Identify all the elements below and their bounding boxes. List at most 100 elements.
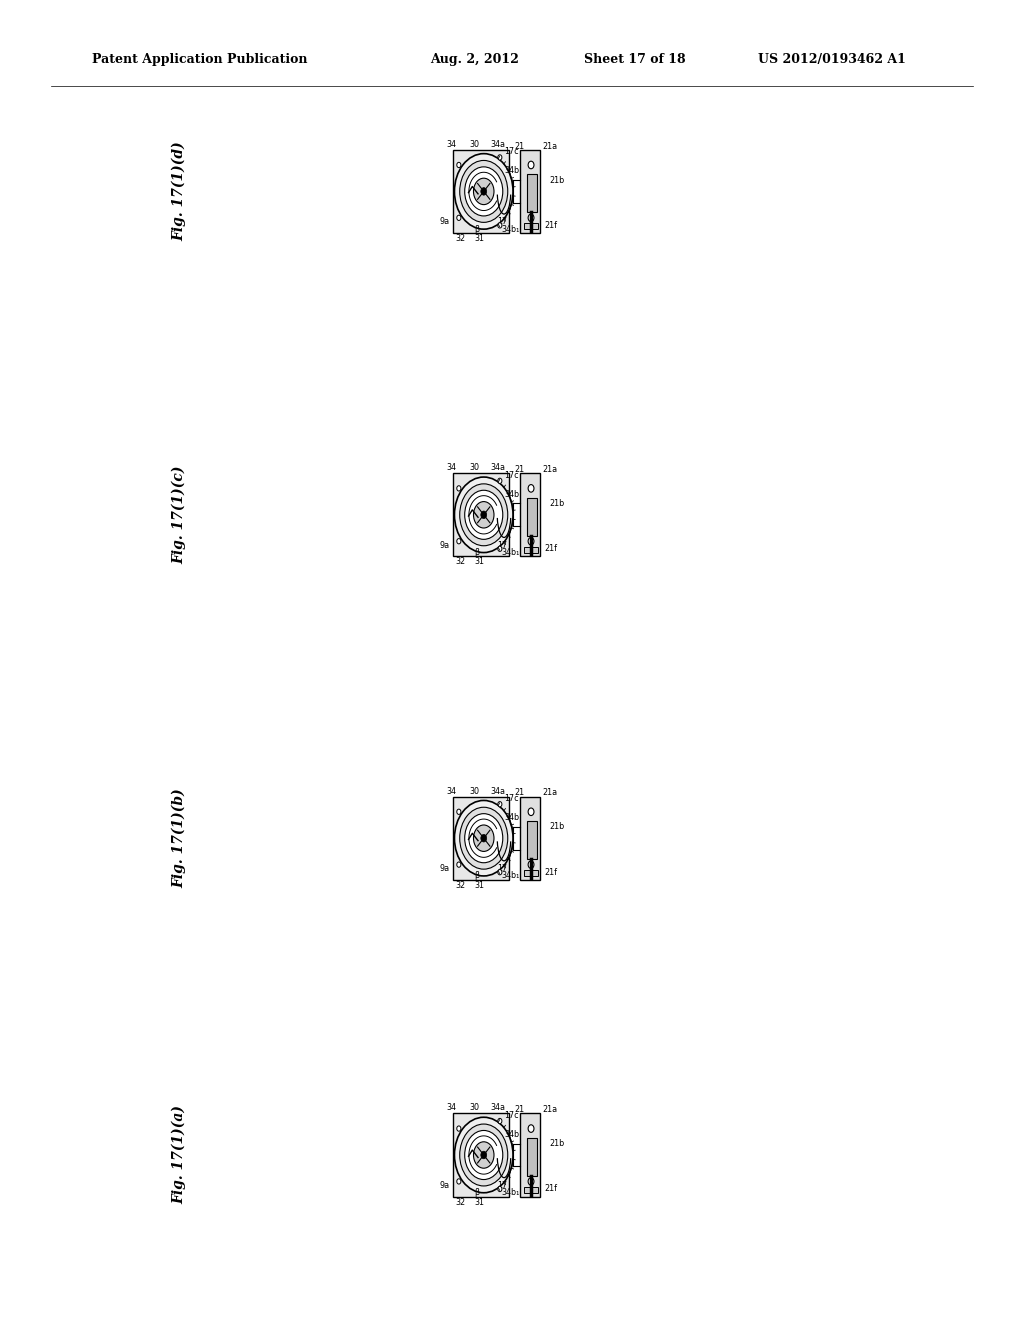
Text: 30: 30 (470, 1104, 479, 1113)
Text: 30: 30 (470, 140, 479, 149)
Circle shape (498, 1118, 502, 1123)
Text: 17: 17 (498, 216, 507, 226)
Polygon shape (526, 498, 537, 536)
Circle shape (528, 537, 534, 545)
Text: Fig. 17(1)(a): Fig. 17(1)(a) (172, 1106, 186, 1204)
Circle shape (457, 215, 461, 220)
Text: 34: 34 (446, 463, 457, 473)
Polygon shape (526, 821, 537, 859)
Text: 30: 30 (470, 787, 479, 796)
Text: 34b₁: 34b₁ (502, 1188, 520, 1197)
Text: 34b: 34b (505, 166, 520, 176)
Circle shape (457, 809, 461, 814)
Circle shape (465, 1130, 503, 1180)
Circle shape (481, 834, 486, 842)
Text: 34: 34 (446, 787, 457, 796)
Text: 17c: 17c (504, 148, 518, 156)
Text: 31: 31 (474, 234, 484, 243)
Text: 21a: 21a (543, 465, 557, 474)
Text: 34b₁: 34b₁ (502, 871, 520, 880)
Text: 34b: 34b (505, 1130, 520, 1139)
Text: 34: 34 (446, 140, 457, 149)
Polygon shape (520, 474, 540, 556)
Circle shape (498, 546, 502, 552)
Text: 21: 21 (515, 465, 525, 474)
Text: 9a: 9a (440, 540, 450, 549)
Text: β: β (474, 548, 479, 557)
Circle shape (528, 1125, 534, 1133)
Circle shape (457, 486, 461, 491)
Polygon shape (524, 870, 538, 876)
Circle shape (528, 214, 534, 222)
Text: 32: 32 (456, 234, 466, 243)
Circle shape (455, 1117, 513, 1193)
Text: 31: 31 (474, 557, 484, 566)
Text: 21f: 21f (545, 544, 557, 553)
Text: 32: 32 (456, 880, 466, 890)
Text: 21f: 21f (545, 867, 557, 876)
Text: 21b: 21b (549, 1139, 564, 1148)
Text: 21f: 21f (545, 220, 557, 230)
Text: β: β (474, 871, 479, 880)
Circle shape (473, 178, 494, 205)
Text: 21b: 21b (549, 499, 564, 508)
Polygon shape (524, 1187, 538, 1193)
Circle shape (481, 187, 486, 195)
Text: Fig. 17(1)(b): Fig. 17(1)(b) (172, 788, 186, 888)
Circle shape (465, 813, 503, 863)
Circle shape (455, 477, 513, 553)
Text: 9a: 9a (440, 863, 450, 873)
Text: 21b: 21b (549, 176, 564, 185)
Circle shape (498, 801, 502, 807)
Text: 9a: 9a (440, 1180, 450, 1189)
Text: 21: 21 (515, 1105, 525, 1114)
Circle shape (457, 862, 461, 867)
Text: 32: 32 (456, 557, 466, 566)
Circle shape (473, 825, 494, 851)
Text: 34b₁: 34b₁ (502, 224, 520, 234)
Circle shape (528, 861, 534, 869)
Text: 21f: 21f (545, 1184, 557, 1193)
Circle shape (460, 1125, 508, 1185)
Text: 32: 32 (456, 1197, 466, 1206)
Circle shape (528, 1177, 534, 1185)
Circle shape (457, 162, 461, 168)
Circle shape (498, 223, 502, 228)
Text: Sheet 17 of 18: Sheet 17 of 18 (584, 53, 685, 66)
Text: 34a: 34a (490, 1104, 506, 1113)
Circle shape (455, 153, 513, 230)
Text: β: β (474, 1188, 479, 1197)
Circle shape (457, 539, 461, 544)
Text: 17c: 17c (504, 471, 518, 479)
Text: 34a: 34a (490, 140, 506, 149)
Circle shape (465, 490, 503, 540)
Circle shape (481, 511, 486, 519)
Circle shape (498, 1187, 502, 1192)
Text: 34b: 34b (505, 490, 520, 499)
Circle shape (498, 154, 502, 160)
Polygon shape (526, 1138, 537, 1176)
Circle shape (528, 808, 534, 816)
Polygon shape (524, 223, 538, 230)
Circle shape (473, 1142, 494, 1168)
Circle shape (460, 161, 508, 222)
Text: 21: 21 (515, 141, 525, 150)
Circle shape (473, 502, 494, 528)
Polygon shape (520, 150, 540, 232)
Text: 30: 30 (470, 463, 479, 473)
Text: 31: 31 (474, 1197, 484, 1206)
Polygon shape (520, 797, 540, 879)
Text: 21b: 21b (549, 822, 564, 832)
Circle shape (457, 1179, 461, 1184)
Circle shape (528, 161, 534, 169)
Text: 21: 21 (515, 788, 525, 797)
Text: Fig. 17(1)(d): Fig. 17(1)(d) (172, 141, 186, 242)
Text: Aug. 2, 2012: Aug. 2, 2012 (430, 53, 519, 66)
Polygon shape (453, 797, 509, 879)
Polygon shape (526, 174, 537, 213)
Circle shape (498, 478, 502, 483)
Text: Patent Application Publication: Patent Application Publication (92, 53, 307, 66)
Circle shape (481, 1151, 486, 1159)
Polygon shape (453, 1114, 509, 1196)
Polygon shape (453, 474, 509, 556)
